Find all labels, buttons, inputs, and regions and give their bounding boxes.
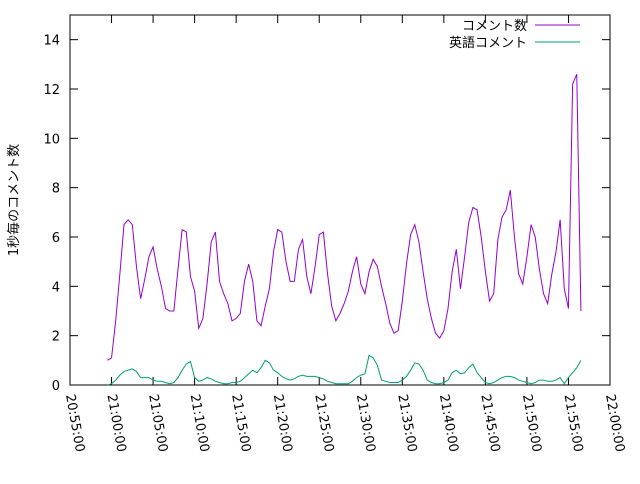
x-tick-label: 21:40:00 xyxy=(436,393,461,453)
y-tick-label: 6 xyxy=(52,231,60,246)
x-tick-label: 21:55:00 xyxy=(561,393,586,453)
legend-label: 英語コメント xyxy=(449,35,527,51)
plot-border xyxy=(69,14,611,386)
legend-label: コメント数 xyxy=(462,19,527,34)
y-tick-label: 10 xyxy=(43,132,60,147)
y-axis-label: 1秒毎のコメント数 xyxy=(6,144,22,256)
x-tick-label: 21:10:00 xyxy=(187,393,212,453)
y-tick-label: 12 xyxy=(43,83,60,98)
x-tick-label: 21:35:00 xyxy=(394,393,419,453)
x-tick-label: 21:30:00 xyxy=(353,393,378,453)
y-tick-label: 2 xyxy=(52,330,60,345)
y-tick-label: 14 xyxy=(43,34,60,49)
x-tick-label: 21:00:00 xyxy=(104,393,129,453)
y-tick-label: 8 xyxy=(52,182,60,197)
x-tick-label: 21:25:00 xyxy=(311,393,336,453)
x-tick-label: 21:20:00 xyxy=(270,393,295,453)
x-tick-label: 22:00:00 xyxy=(602,393,627,453)
y-tick-label: 4 xyxy=(52,280,60,295)
x-tick-label: 21:50:00 xyxy=(519,393,544,453)
x-tick-label: 21:45:00 xyxy=(477,393,502,453)
x-tick-label: 21:05:00 xyxy=(145,393,170,453)
series-line xyxy=(107,74,582,361)
y-tick-label: 0 xyxy=(52,379,60,394)
x-tick-label: 20:55:00 xyxy=(62,393,87,453)
x-tick-label: 21:15:00 xyxy=(228,393,253,453)
series-line xyxy=(107,354,582,386)
